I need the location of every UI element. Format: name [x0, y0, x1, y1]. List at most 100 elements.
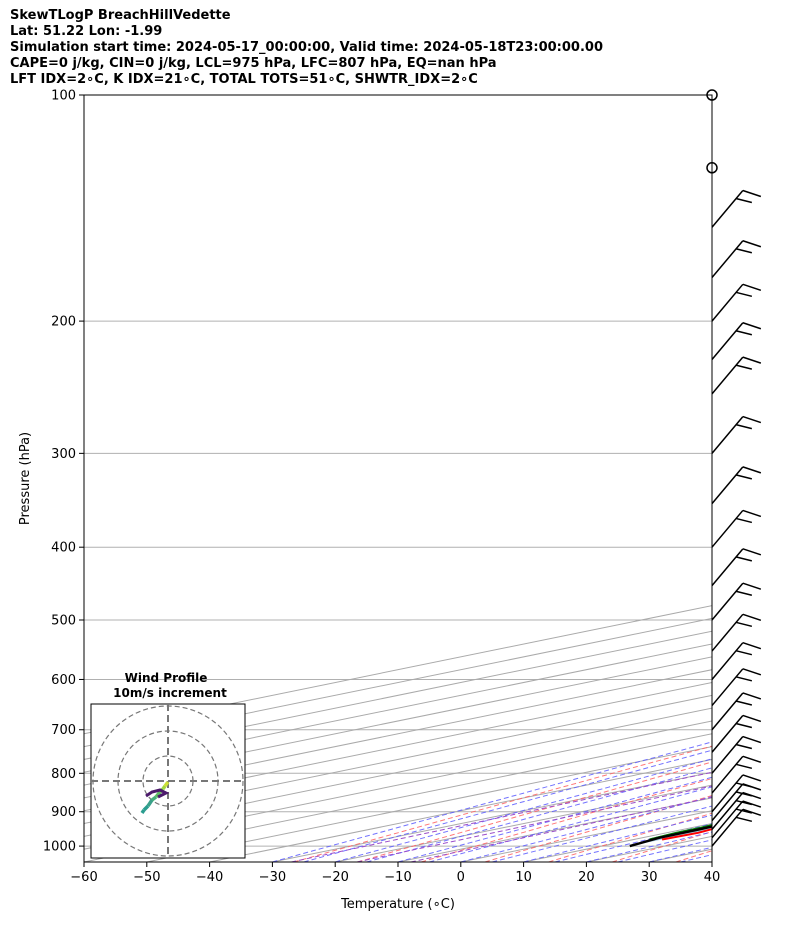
wind-barb [711, 189, 762, 228]
moist-adiabat [680, 854, 712, 862]
barb-flag [742, 582, 762, 590]
dewpoint-line [649, 824, 712, 841]
moist-adiabat [366, 767, 712, 862]
barb-flag [742, 356, 762, 364]
barb-flag [735, 649, 753, 656]
wind-barb [711, 714, 762, 753]
wind-barb [711, 240, 762, 279]
isotherm [335, 784, 712, 862]
x-tick-label: 10 [515, 870, 532, 885]
wind-barb [711, 582, 762, 621]
barb-flag [742, 189, 762, 198]
hodograph-trace [150, 795, 158, 802]
calm-circle [706, 89, 718, 101]
isotherm [711, 861, 712, 862]
hodograph [90, 703, 246, 859]
indices-line-1: CAPE=0 j/kg, CIN=0 j/kg, LCL=975 hPa, LF… [10, 56, 497, 71]
y-tick-label: 500 [51, 613, 76, 628]
barb-shaft [711, 240, 744, 279]
moist-adiabat [617, 839, 712, 862]
wind-barb [711, 509, 762, 548]
y-tick-label: 900 [51, 805, 76, 820]
barb-flag [735, 676, 753, 682]
hodograph-trace [142, 804, 150, 812]
y-tick-label: 1000 [43, 840, 76, 855]
barb-shaft [711, 642, 744, 680]
moist-adiabat [429, 786, 712, 862]
barb-flag [742, 755, 762, 764]
calm-circle [706, 162, 718, 174]
barb-flag [735, 330, 753, 336]
barb-shaft [711, 322, 744, 361]
barb-flag [735, 248, 753, 254]
barb-flag [735, 474, 753, 480]
y-tick-label: 200 [51, 315, 76, 330]
barb-flag [742, 735, 762, 744]
barb-shaft [711, 808, 744, 847]
mixing-ratio-line [356, 785, 712, 862]
indices-line-2: LFT IDX=2∘C, K IDX=21∘C, TOTAL TOTS=51∘C… [10, 72, 478, 87]
isotherm [84, 656, 712, 786]
moist-adiabat [554, 823, 712, 862]
wind-barb [711, 356, 762, 395]
barb-shaft [711, 613, 744, 652]
x-tick-label: 20 [578, 870, 595, 885]
barb-shaft [711, 792, 744, 830]
x-tick-label: −50 [133, 870, 160, 885]
barb-flag [735, 621, 753, 628]
barb-flag [735, 722, 753, 729]
x-tick-label: 30 [641, 870, 658, 885]
isotherm [84, 733, 712, 862]
dry-adiabat [357, 761, 712, 862]
dry-adiabat [421, 777, 712, 862]
barb-flag [735, 700, 753, 706]
barb-flag [735, 517, 753, 524]
barb-shaft [711, 466, 744, 505]
barb-shaft [711, 692, 744, 731]
moist-adiabat [335, 758, 712, 862]
isotherm [649, 848, 712, 862]
wind-barb [706, 89, 718, 101]
isotherm [586, 835, 712, 862]
dry-adiabat [293, 745, 712, 862]
hodograph-trace [161, 785, 167, 790]
wind-barb [711, 774, 762, 813]
barb-flag [742, 668, 762, 676]
wind-barb [711, 668, 762, 707]
barb-flag [742, 283, 762, 292]
barb-flag [735, 291, 753, 298]
x-axis-label: Temperature (∘C) [340, 897, 455, 912]
time-line: Simulation start time: 2024-05-17_00:00:… [10, 40, 603, 55]
moist-adiabat [523, 814, 712, 862]
y-tick-label: 600 [51, 673, 76, 688]
barb-shaft [711, 190, 744, 228]
x-tick-label: −10 [384, 870, 411, 885]
barb-flag [735, 590, 753, 596]
hodograph-trace [145, 788, 170, 799]
y-tick-label: 100 [51, 89, 76, 104]
wind-barb [706, 162, 718, 174]
moist-adiabat [649, 846, 712, 862]
moist-adiabat [711, 861, 712, 862]
wind-barb [711, 692, 762, 731]
barb-flag [735, 782, 753, 788]
x-tick-label: −40 [196, 870, 223, 885]
y-tick-label: 300 [51, 447, 76, 462]
moist-adiabat [460, 796, 712, 862]
barb-shaft [711, 783, 744, 822]
barb-flag [742, 548, 762, 556]
barb-flag [742, 774, 762, 782]
barb-shaft [711, 582, 744, 621]
wind-barb [711, 735, 762, 774]
wind-barb [711, 283, 762, 322]
barb-flag [742, 322, 762, 330]
barb-flag [742, 641, 762, 650]
x-tick-label: −20 [321, 870, 348, 885]
x-tick-label: 0 [457, 870, 465, 885]
barb-flag [742, 613, 762, 622]
barb-shaft [711, 509, 744, 548]
hodograph-trace [146, 799, 154, 807]
y-tick-label: 800 [51, 767, 76, 782]
barb-flag [742, 415, 762, 424]
